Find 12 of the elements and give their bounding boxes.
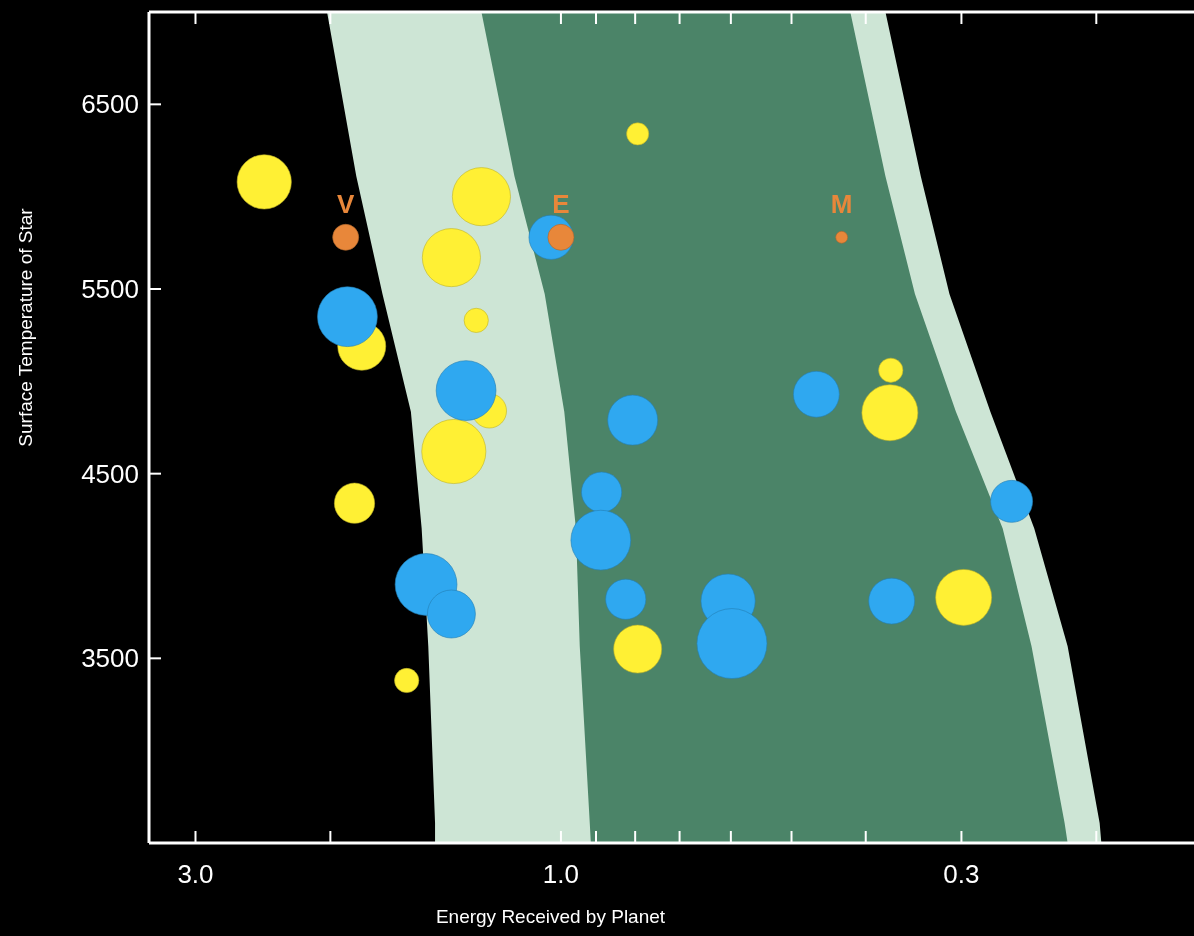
annotation: M [830, 189, 853, 220]
x-tick-label: 3.0 [177, 859, 214, 889]
y-tick-label: 6500 [81, 89, 139, 120]
x-axis-title: Energy Received by Planet [435, 906, 666, 927]
annotation: E [552, 189, 570, 220]
y-axis-title: Surface Temperature of Star [15, 207, 36, 447]
x-tick-label: 1.0 [542, 859, 580, 889]
y-tick-label: 4500 [81, 458, 139, 489]
y-tick-label: 3500 [81, 643, 139, 674]
annotation: V [337, 189, 356, 220]
x-tick-label: 0.3 [943, 859, 980, 889]
y-tick-label: 5500 [81, 274, 139, 305]
